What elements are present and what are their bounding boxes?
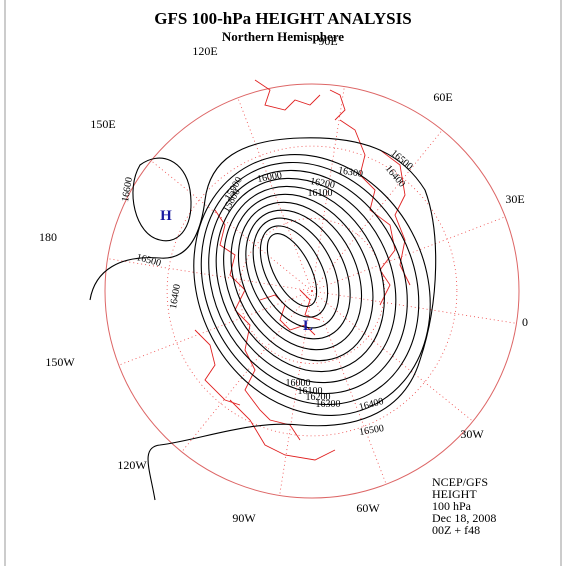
- coastlines: [194, 79, 411, 461]
- graticule: [107, 86, 517, 496]
- contour-label: 16000: [286, 378, 311, 389]
- meridian: [311, 86, 345, 292]
- contour: [230, 193, 374, 362]
- longitude-label: 90W: [232, 511, 256, 525]
- low-center: L: [303, 318, 313, 334]
- contour-label: 16400: [168, 283, 183, 310]
- info-line: HEIGHT: [432, 487, 477, 501]
- meridian: [311, 290, 387, 485]
- longitude-label: 60W: [356, 501, 380, 515]
- meridian: [311, 216, 506, 292]
- longitude-label: 30E: [505, 192, 524, 206]
- height-contours: [89, 137, 437, 501]
- contour-label: 16100: [308, 188, 333, 199]
- longitude-label: 150E: [90, 117, 115, 131]
- meridian: [107, 258, 313, 292]
- contour-label: 16300: [316, 399, 341, 410]
- coast-eurasia: [254, 79, 411, 306]
- info-line: 00Z + f48: [432, 523, 480, 537]
- contour: [259, 225, 329, 318]
- contour-label: 16100: [298, 386, 323, 397]
- contour: [193, 153, 431, 417]
- contour-label: 16300: [337, 165, 364, 180]
- contour-label: 16600: [120, 176, 135, 203]
- longitude-label: 120E: [192, 44, 217, 58]
- contour: [215, 177, 397, 384]
- info-block: NCEP/GFS HEIGHT 100 hPa Dec 18, 2008 00Z…: [432, 475, 496, 537]
- info-line: Dec 18, 2008: [432, 511, 496, 525]
- subtitle: Northern Hemisphere: [222, 29, 344, 44]
- contour: [266, 233, 318, 307]
- longitude-label: 120W: [117, 458, 147, 472]
- contour-label: 16500: [358, 423, 385, 438]
- contour-high: [132, 157, 192, 242]
- longitude-label: 0: [522, 315, 528, 329]
- contour: [245, 209, 351, 340]
- meridian: [279, 290, 313, 496]
- contour-label: 16000: [256, 170, 283, 185]
- longitude-label: 60E: [433, 90, 452, 104]
- longitude-label: 150W: [45, 355, 75, 369]
- contour-16500: [89, 137, 437, 501]
- meridian: [118, 290, 313, 366]
- coast-america: [194, 209, 336, 461]
- title: GFS 100-hPa HEIGHT ANALYSIS: [154, 9, 411, 28]
- parallel: [166, 145, 458, 437]
- contour: [223, 185, 385, 373]
- longitude-label: 180: [39, 230, 57, 244]
- meridian: [311, 290, 517, 324]
- contour: [237, 201, 363, 351]
- meridian: [150, 160, 313, 292]
- coast-arctic: [259, 289, 321, 336]
- high-center: H: [160, 208, 172, 224]
- map-boundary: [104, 83, 520, 499]
- contour: [200, 161, 420, 406]
- contour-label: 16200: [309, 176, 336, 191]
- meridian: [181, 290, 313, 453]
- meridian: [237, 97, 313, 292]
- meridian: [311, 129, 443, 292]
- longitude-label: 90E: [318, 34, 337, 48]
- contour: [252, 217, 340, 329]
- longitude-label: 30W: [460, 427, 484, 441]
- info-line: 100 hPa: [432, 499, 472, 513]
- contour-label: 16200: [306, 392, 331, 403]
- info-line: NCEP/GFS: [432, 475, 488, 489]
- meridian: [311, 290, 474, 422]
- contour: [208, 169, 408, 395]
